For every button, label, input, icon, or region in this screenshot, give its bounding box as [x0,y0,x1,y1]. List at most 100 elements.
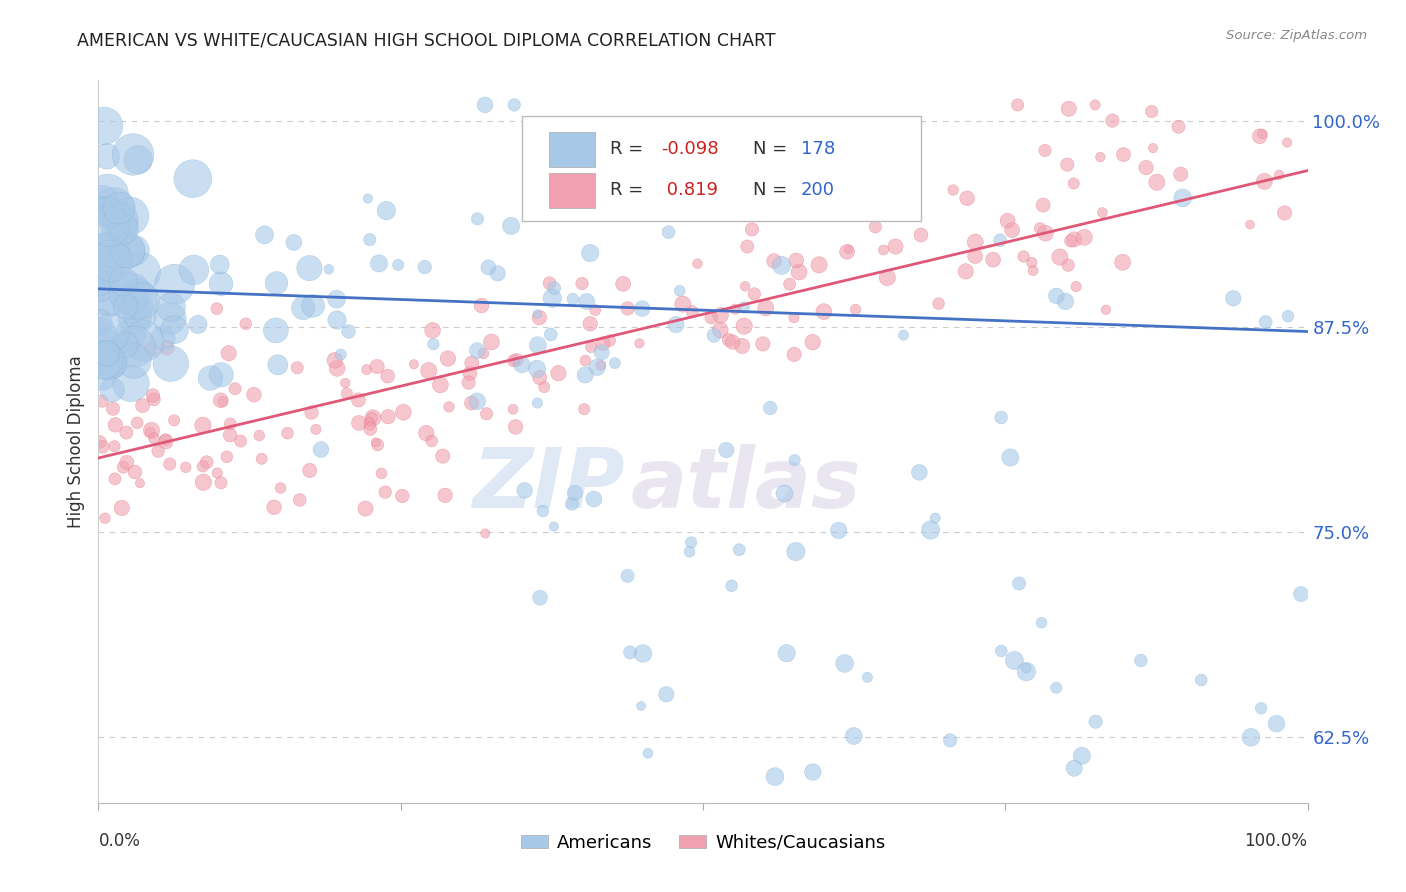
Point [142,388,165,402]
Point [835,244,858,259]
Point [292,301,315,315]
Point [1031,615,1053,630]
Point [1063,761,1085,775]
Point [127,416,149,430]
Point [104,417,127,432]
Point [505,352,527,367]
Point [637,747,659,761]
Point [728,207,751,221]
Point [1250,701,1272,715]
Point [266,276,288,290]
Point [120,376,142,391]
Text: ZIP: ZIP [472,444,624,525]
Point [733,319,755,334]
Point [591,345,613,359]
Point [1265,716,1288,731]
Text: R =: R = [610,181,643,199]
Point [131,399,153,413]
Point [785,544,807,558]
Point [655,687,678,701]
Point [997,214,1019,228]
Point [472,346,495,360]
Point [762,254,785,268]
Point [1064,279,1087,293]
Point [392,405,415,419]
Point [813,304,835,318]
Point [955,264,977,278]
Point [357,192,380,206]
Point [97,205,120,219]
Point [264,323,287,337]
Point [908,466,931,480]
Point [471,299,494,313]
Point [1002,653,1025,667]
Point [672,297,695,311]
Point [752,337,775,351]
Text: 100.0%: 100.0% [1244,831,1308,850]
Point [326,361,349,376]
Point [924,511,946,525]
Point [475,407,498,421]
Point [763,770,786,784]
Point [744,287,766,301]
Point [89,203,111,218]
Point [1059,234,1081,248]
Point [263,500,285,515]
Point [579,317,602,331]
Point [429,377,451,392]
Point [115,425,138,440]
Point [402,357,425,371]
Point [717,333,740,347]
Point [783,310,806,325]
Point [1007,98,1029,112]
Point [163,323,186,337]
Point [377,369,399,384]
Point [112,460,135,475]
Point [247,428,270,442]
Point [876,270,898,285]
Point [97,187,120,202]
Point [467,211,489,226]
Point [163,413,186,427]
Point [174,460,197,475]
Point [1084,714,1107,729]
Point [1289,587,1312,601]
Point [529,591,551,605]
Point [787,265,810,279]
Point [700,310,723,325]
Point [117,244,139,259]
Point [720,579,742,593]
Point [112,222,135,236]
Point [305,422,328,436]
Point [122,244,145,258]
Point [1091,205,1114,219]
Point [928,296,950,310]
Point [195,455,218,469]
Point [207,466,229,480]
Point [1015,665,1038,679]
Point [208,258,231,272]
Point [474,526,496,541]
Point [200,371,222,385]
Point [159,357,181,371]
Point [141,424,163,438]
Point [801,765,824,780]
Point [939,733,962,747]
Point [432,449,454,463]
Point [122,354,145,368]
FancyBboxPatch shape [522,117,921,221]
Point [108,201,131,215]
Point [612,277,634,291]
Point [571,277,593,291]
Point [631,301,654,316]
Point [709,323,731,337]
Point [465,343,488,358]
Point [235,317,257,331]
Point [90,325,112,339]
Point [574,353,596,368]
Point [990,644,1012,658]
Point [526,307,548,321]
Point [1029,221,1052,235]
Point [678,545,700,559]
Point [965,249,987,263]
